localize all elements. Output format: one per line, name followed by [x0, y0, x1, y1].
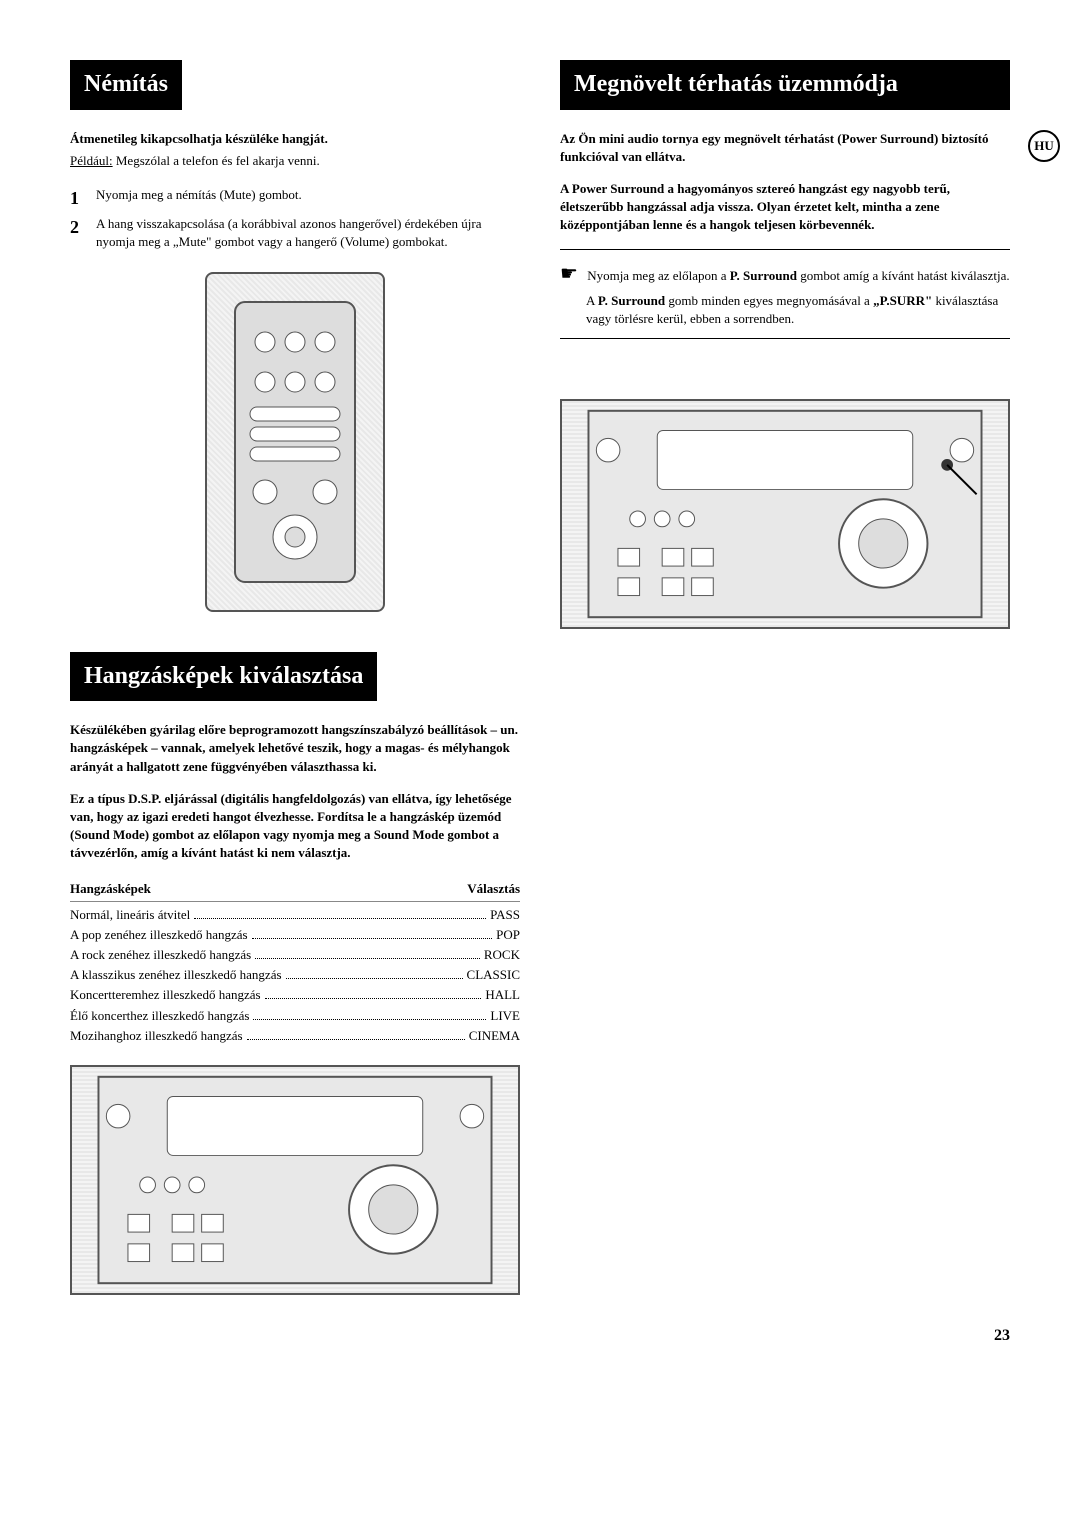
device-svg-2	[562, 401, 1008, 627]
table-row-label: A rock zenéhez illeszkedő hangzás	[70, 946, 251, 964]
main-two-column: Némítás Átmenetileg kikapcsolhatja készü…	[70, 60, 1010, 1295]
table-header: Hangzásképek Választás	[70, 880, 520, 901]
note2-bold1: P. Surround	[598, 293, 665, 308]
table-row: A klasszikus zenéhez illeszkedő hangzás C…	[70, 966, 520, 984]
surround-para1: Az Ön mini audio tornya egy megnövelt té…	[560, 130, 1010, 166]
step-text: A hang visszakapcsolása (a korábbival az…	[96, 215, 520, 251]
section-title-surround: Megnövelt térhatás üzemmódja	[560, 60, 1010, 110]
table-row-value: HALL	[485, 986, 520, 1004]
table-col1-header: Hangzásképek	[70, 880, 151, 898]
table-row-label: Mozihanghoz illeszkedő hangzás	[70, 1027, 243, 1045]
table-col2-header: Választás	[467, 880, 520, 898]
table-row-dots	[247, 1039, 465, 1040]
table-row: Normál, lineáris átvitel PASS	[70, 906, 520, 924]
table-row-value: LIVE	[490, 1007, 520, 1025]
device-illustration-1	[70, 1065, 520, 1295]
section-title-soundmodes: Hangzásképek kiválasztása	[70, 652, 377, 702]
table-row: Koncertteremhez illeszkedő hangzás HALL	[70, 986, 520, 1004]
step-number: 2	[70, 215, 96, 251]
pointer-icon: ☛	[560, 263, 578, 285]
soundmodes-para1: Készülékében gyárilag előre beprogramozo…	[70, 721, 520, 776]
note1-pre: Nyomja meg az előlapon a	[587, 268, 730, 283]
table-row: Mozihanghoz illeszkedő hangzás CINEMA	[70, 1027, 520, 1045]
example-label: Például:	[70, 153, 113, 168]
soundmodes-table: Hangzásképek Választás Normál, lineáris …	[70, 880, 520, 1045]
note2-pre: A	[586, 293, 598, 308]
table-row-dots	[252, 938, 493, 939]
language-badge: HU	[1028, 130, 1060, 162]
remote-control-illustration	[205, 272, 385, 612]
example-text: Megszólal a telefon és fel akarja venni.	[116, 153, 320, 168]
page-number: 23	[70, 1325, 1010, 1347]
table-row-label: Koncertteremhez illeszkedő hangzás	[70, 986, 261, 1004]
table-row-dots	[286, 978, 463, 979]
device-illustration-2	[560, 399, 1010, 629]
right-column: Megnövelt térhatás üzemmódja Az Ön mini …	[560, 60, 1010, 1295]
note2-bold2: „P.SURR"	[873, 293, 932, 308]
table-row-dots	[265, 998, 482, 999]
soundmodes-para2: Ez a típus D.S.P. eljárással (digitális …	[70, 790, 520, 863]
mute-example: Például: Megszólal a telefon és fel akar…	[70, 152, 520, 170]
table-row-value: ROCK	[484, 946, 520, 964]
surround-para2: A Power Surround a hagyományos sztereó h…	[560, 180, 1010, 235]
mute-intro: Átmenetileg kikapcsolhatja készüléke han…	[70, 130, 520, 148]
step-item: 1 Nyomja meg a némítás (Mute) gombot.	[70, 186, 520, 211]
table-row-value: CLASSIC	[467, 966, 520, 984]
table-row-value: CINEMA	[469, 1027, 520, 1045]
table-row-label: Normál, lineáris átvitel	[70, 906, 190, 924]
table-row-label: Élő koncerthez illeszkedő hangzás	[70, 1007, 249, 1025]
table-row-dots	[253, 1019, 486, 1020]
table-row-dots	[194, 918, 486, 919]
note-line-1: ☛ Nyomja meg az előlapon a P. Surround g…	[560, 260, 1010, 288]
table-row: A pop zenéhez illeszkedő hangzás POP	[70, 926, 520, 944]
table-row: Élő koncerthez illeszkedő hangzás LIVE	[70, 1007, 520, 1025]
note1-bold: P. Surround	[730, 268, 797, 283]
device-svg-1	[72, 1067, 518, 1293]
note2-mid: gomb minden egyes megnyomásával a	[665, 293, 873, 308]
table-row-value: PASS	[490, 906, 520, 924]
step-item: 2 A hang visszakapcsolása (a korábbival …	[70, 215, 520, 251]
table-row-label: A klasszikus zenéhez illeszkedő hangzás	[70, 966, 282, 984]
table-row-dots	[255, 958, 480, 959]
section-sound-modes: Hangzásképek kiválasztása Készülékében g…	[70, 652, 520, 1295]
section-title-mute: Némítás	[70, 60, 182, 110]
mute-steps: 1 Nyomja meg a némítás (Mute) gombot. 2 …	[70, 186, 520, 252]
table-row-label: A pop zenéhez illeszkedő hangzás	[70, 926, 248, 944]
note-line-2: A P. Surround gomb minden egyes megnyomá…	[586, 292, 1010, 328]
note1-post: gombot amíg a kívánt hatást kiválasztja.	[797, 268, 1010, 283]
remote-svg	[225, 292, 365, 592]
step-text: Nyomja meg a némítás (Mute) gombot.	[96, 186, 520, 211]
surround-note: ☛ Nyomja meg az előlapon a P. Surround g…	[560, 249, 1010, 339]
left-column: Némítás Átmenetileg kikapcsolhatja készü…	[70, 60, 520, 1295]
step-number: 1	[70, 186, 96, 211]
table-row-value: POP	[496, 926, 520, 944]
table-row: A rock zenéhez illeszkedő hangzás ROCK	[70, 946, 520, 964]
